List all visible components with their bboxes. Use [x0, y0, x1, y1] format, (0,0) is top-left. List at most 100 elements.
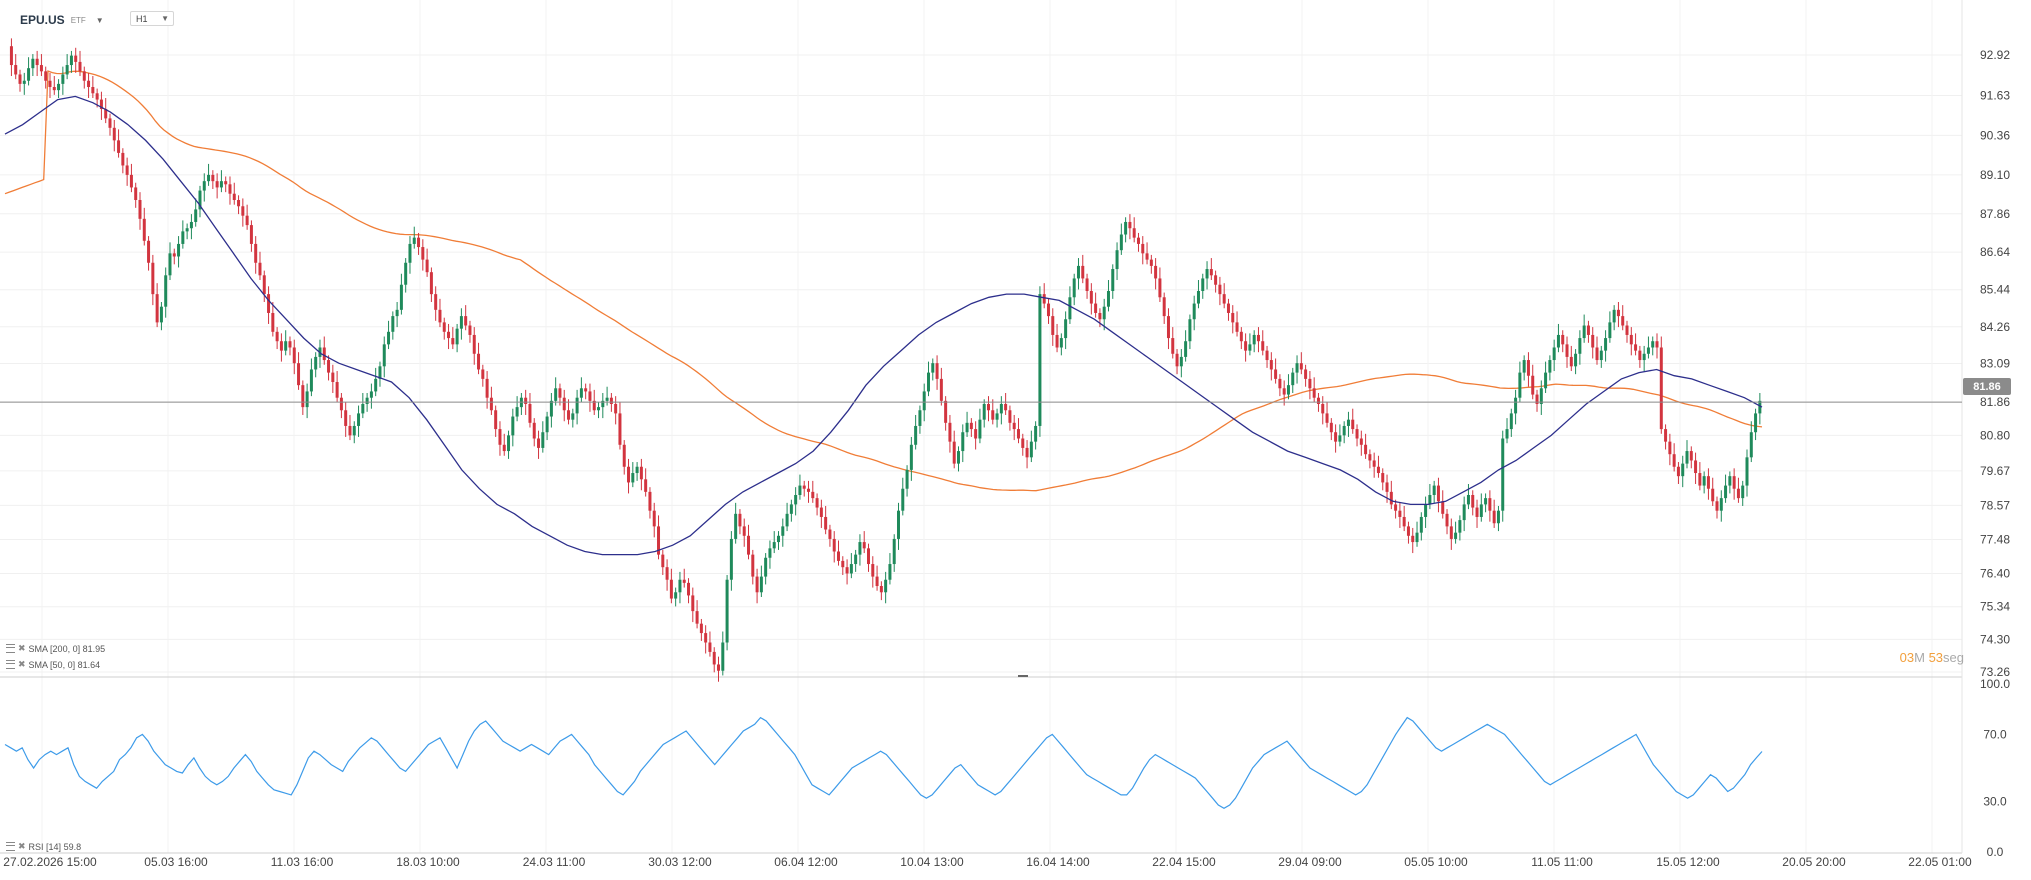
candle-body: [1741, 485, 1745, 499]
candle-body: [1411, 535, 1415, 543]
candle-body: [588, 391, 592, 401]
candle-body: [1484, 498, 1488, 505]
candle-body: [832, 538, 836, 552]
symbol-label[interactable]: EPU.US: [20, 13, 65, 27]
legend-rsi-text: RSI [14] 59.8: [28, 841, 82, 852]
candle-body: [699, 623, 703, 634]
time-tick-label: 30.03 12:00: [648, 855, 712, 869]
chevron-down-icon: ▼: [161, 14, 169, 23]
candle-body: [875, 576, 879, 587]
candle-body: [245, 215, 249, 226]
candle-body: [1689, 451, 1693, 461]
rsi-path: [4, 716, 1763, 809]
candle-body: [168, 253, 172, 276]
candle-body: [691, 595, 695, 612]
candle-body: [867, 548, 871, 565]
candle-body: [1025, 447, 1029, 458]
close-icon[interactable]: ✖: [18, 643, 26, 653]
candle-body: [1132, 228, 1136, 238]
candle-body: [708, 642, 712, 652]
timeframe-select[interactable]: H1 ▼: [130, 11, 174, 26]
rsi-tick-label: 100.0: [1980, 677, 2010, 691]
candle-body: [1535, 394, 1539, 404]
candle-body: [241, 206, 245, 216]
candle-body: [309, 369, 313, 392]
candle-body: [1252, 334, 1256, 345]
candle-body: [657, 526, 661, 555]
candle-body: [1595, 347, 1599, 361]
candle-body: [1329, 422, 1333, 433]
candle-body: [1209, 269, 1213, 276]
legend-sma200[interactable]: ✖ SMA [200, 0] 81.95: [6, 643, 105, 654]
candle-body: [785, 513, 789, 527]
candle-body: [31, 58, 35, 69]
candle-body: [18, 74, 22, 84]
candle-body: [125, 165, 129, 175]
candle-body: [1394, 504, 1398, 511]
price-tick-label: 85.44: [1980, 283, 2010, 297]
candle-body: [1239, 331, 1243, 342]
close-icon[interactable]: ✖: [18, 659, 26, 669]
candle-body: [1608, 322, 1612, 339]
candle-body: [558, 388, 562, 398]
symbol-dropdown-icon[interactable]: ▼: [95, 15, 104, 25]
candle-body: [999, 403, 1003, 414]
legend-rsi[interactable]: ✖ RSI [14] 59.8: [6, 841, 81, 852]
candle-body: [537, 438, 541, 448]
candle-body: [1501, 438, 1505, 511]
candle-body: [1029, 441, 1033, 458]
time-tick-label: 15.05 12:00: [1656, 855, 1720, 869]
candle-body: [678, 579, 682, 593]
price-tick-label: 73.26: [1980, 665, 2010, 679]
candle-body: [1582, 325, 1586, 339]
candle-body: [914, 425, 918, 445]
candle-body: [369, 391, 373, 398]
candle-body: [1316, 397, 1320, 404]
close-icon[interactable]: ✖: [18, 841, 26, 851]
settings-lines-icon[interactable]: [6, 644, 15, 653]
legend-sma50-text: SMA [50, 0] 81.64: [28, 659, 101, 670]
time-tick-label: 22.04 15:00: [1152, 855, 1216, 869]
sma50-path: [4, 95, 1763, 556]
candle-body: [95, 93, 99, 100]
candle-body: [1698, 473, 1702, 486]
candle-body: [112, 127, 116, 141]
time-axis-labels: 27.02.2026 15:00 05.03 16:00 11.03 16:00 18…: [3, 855, 1972, 869]
candle-body: [1569, 356, 1573, 367]
candle-body: [635, 466, 639, 474]
candle-body: [1659, 347, 1663, 430]
candle-body: [1231, 312, 1235, 323]
candle-body: [755, 576, 759, 593]
candle-body: [35, 58, 39, 66]
candle-body: [78, 61, 82, 72]
candle-body: [1466, 494, 1470, 505]
legend-sma200-text: SMA [200, 0] 81.95: [28, 643, 106, 654]
candle-body: [991, 410, 995, 420]
candle-body: [1578, 338, 1582, 354]
candle-body: [549, 400, 553, 417]
time-tick-label: 24.03 11:00: [523, 855, 586, 869]
candle-body: [781, 526, 785, 536]
candle-body: [335, 382, 339, 398]
candle-body: [1128, 221, 1132, 229]
legend-sma50[interactable]: ✖ SMA [50, 0] 81.64: [6, 659, 100, 670]
candle-body: [841, 560, 845, 568]
candle-body: [751, 554, 755, 577]
price-tick-label: 81.86: [1980, 395, 2010, 409]
candle-body: [1672, 454, 1676, 467]
candle-body: [1342, 425, 1346, 436]
candle-body: [322, 347, 326, 361]
settings-lines-icon[interactable]: [6, 660, 15, 669]
candle-body: [1136, 237, 1140, 244]
candle-body: [22, 80, 26, 84]
settings-lines-icon[interactable]: [6, 842, 15, 851]
candle-body: [1081, 265, 1085, 279]
candle-body: [1492, 510, 1496, 524]
candle-body: [181, 231, 185, 244]
candle-body: [207, 174, 211, 182]
candle-body: [759, 576, 763, 593]
candle-body: [1059, 338, 1063, 348]
candle-body: [1496, 510, 1500, 524]
candle-body: [1398, 510, 1402, 517]
